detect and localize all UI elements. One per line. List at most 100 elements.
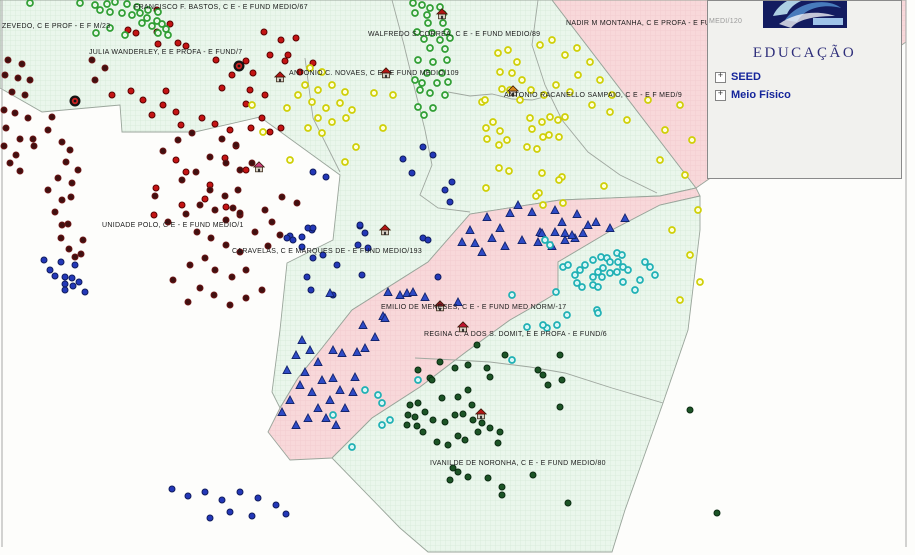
school-point[interactable] xyxy=(414,376,422,384)
school-point[interactable] xyxy=(261,206,269,214)
school-point[interactable] xyxy=(148,22,156,30)
school-point[interactable] xyxy=(44,126,52,134)
school-point[interactable] xyxy=(618,251,626,259)
school-point[interactable] xyxy=(57,234,65,242)
school-point[interactable] xyxy=(58,138,66,146)
school-point[interactable] xyxy=(81,288,89,296)
school-point[interactable] xyxy=(504,46,512,54)
school-point[interactable] xyxy=(54,174,62,182)
school-point[interactable] xyxy=(418,79,426,87)
school-point[interactable] xyxy=(619,278,627,286)
school-point[interactable] xyxy=(14,74,22,82)
school-point[interactable] xyxy=(631,286,639,294)
school-point[interactable] xyxy=(620,213,630,222)
school-point[interactable] xyxy=(594,283,602,291)
school-point[interactable] xyxy=(566,88,574,96)
school-point[interactable] xyxy=(424,19,432,27)
school-point[interactable] xyxy=(496,127,504,135)
tree-item-meio-fisico[interactable]: + Meio Físico xyxy=(715,89,901,101)
school-point[interactable] xyxy=(341,158,349,166)
school-point[interactable] xyxy=(268,218,276,226)
school-point[interactable] xyxy=(96,6,104,14)
school-point[interactable] xyxy=(555,176,563,184)
school-point[interactable] xyxy=(292,34,300,42)
school-point[interactable] xyxy=(378,399,386,407)
school-point[interactable] xyxy=(211,120,219,128)
school-house-icon[interactable] xyxy=(456,321,470,333)
school-point[interactable] xyxy=(318,68,326,76)
school-point[interactable] xyxy=(162,87,170,95)
school-point[interactable] xyxy=(503,136,511,144)
school-point[interactable] xyxy=(158,20,166,28)
school-point[interactable] xyxy=(88,56,96,64)
school-point[interactable] xyxy=(103,0,111,8)
school-point[interactable] xyxy=(331,420,341,429)
school-point[interactable] xyxy=(529,471,537,479)
school-house-icon[interactable] xyxy=(378,224,392,236)
school-point[interactable] xyxy=(226,301,234,309)
school-point[interactable] xyxy=(494,439,502,447)
school-point[interactable] xyxy=(69,282,77,290)
school-point[interactable] xyxy=(419,143,427,151)
school-point[interactable] xyxy=(318,129,326,137)
school-point[interactable] xyxy=(378,421,386,429)
school-house-icon[interactable] xyxy=(506,85,520,97)
school-point[interactable] xyxy=(328,81,336,89)
school-point[interactable] xyxy=(557,217,567,226)
school-point[interactable] xyxy=(232,141,240,149)
school-point[interactable] xyxy=(342,114,350,122)
school-point[interactable] xyxy=(483,364,491,372)
school-point[interactable] xyxy=(441,186,449,194)
school-point[interactable] xyxy=(201,488,209,496)
school-point[interactable] xyxy=(446,476,454,484)
school-point[interactable] xyxy=(429,151,437,159)
school-point[interactable] xyxy=(468,401,476,409)
school-point[interactable] xyxy=(544,381,552,389)
school-point[interactable] xyxy=(380,313,390,322)
school-point[interactable] xyxy=(309,168,317,176)
school-point[interactable] xyxy=(348,443,356,451)
school-point[interactable] xyxy=(71,261,79,269)
school-house-icon[interactable] xyxy=(474,408,488,420)
school-point[interactable] xyxy=(358,271,366,279)
school-point[interactable] xyxy=(581,261,589,269)
school-point[interactable] xyxy=(578,283,586,291)
school-point[interactable] xyxy=(563,311,571,319)
school-point[interactable] xyxy=(489,118,497,126)
school-point[interactable] xyxy=(454,432,462,440)
school-point[interactable] xyxy=(605,223,615,232)
school-point[interactable] xyxy=(276,231,284,239)
school-point[interactable] xyxy=(74,166,82,174)
school-point[interactable] xyxy=(152,184,160,192)
school-point[interactable] xyxy=(681,171,689,179)
school-point[interactable] xyxy=(121,31,129,39)
school-point[interactable] xyxy=(374,391,382,399)
school-point[interactable] xyxy=(446,34,454,42)
school-point[interactable] xyxy=(361,386,369,394)
school-point[interactable] xyxy=(464,361,472,369)
school-point[interactable] xyxy=(606,269,614,277)
school-point[interactable] xyxy=(539,321,547,329)
school-point[interactable] xyxy=(236,488,244,496)
school-point[interactable] xyxy=(293,199,301,207)
school-point[interactable] xyxy=(403,421,411,429)
school-point[interactable] xyxy=(438,69,446,77)
school-point[interactable] xyxy=(553,321,561,329)
school-point[interactable] xyxy=(348,387,358,396)
school-point[interactable] xyxy=(552,288,560,296)
school-point[interactable] xyxy=(457,237,467,246)
school-point[interactable] xyxy=(438,394,446,402)
school-point[interactable] xyxy=(651,271,659,279)
school-point[interactable] xyxy=(206,186,214,194)
school-point[interactable] xyxy=(449,464,457,472)
school-point[interactable] xyxy=(282,510,290,518)
school-point[interactable] xyxy=(541,236,549,244)
school-point[interactable] xyxy=(523,143,531,151)
school-point[interactable] xyxy=(242,266,250,274)
school-point[interactable] xyxy=(494,49,502,57)
school-point[interactable] xyxy=(301,81,309,89)
school-point[interactable] xyxy=(513,58,521,66)
school-point[interactable] xyxy=(79,236,87,244)
school-point[interactable] xyxy=(51,208,59,216)
school-point[interactable] xyxy=(448,178,456,186)
